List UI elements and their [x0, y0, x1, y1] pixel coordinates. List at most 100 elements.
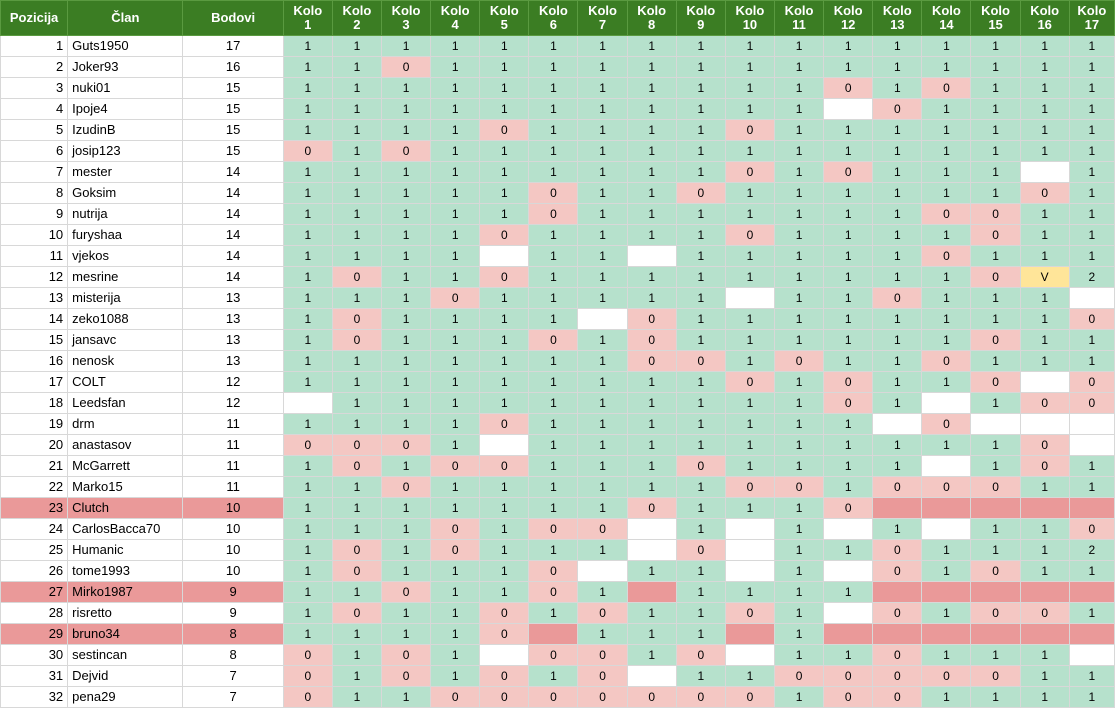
- cell-round-14[interactable]: [921, 623, 972, 645]
- cell-round-5[interactable]: 1: [479, 140, 530, 162]
- header-round-5[interactable]: Kolo 5: [479, 0, 530, 36]
- cell-round-12[interactable]: [823, 560, 874, 582]
- cell-round-9[interactable]: 1: [675, 35, 726, 57]
- cell-round-4[interactable]: 1: [430, 434, 481, 456]
- cell-round-2[interactable]: 1: [331, 686, 382, 708]
- cell-member-name[interactable]: zeko1088: [67, 308, 184, 330]
- cell-round-12[interactable]: 0: [823, 392, 874, 414]
- cell-round-8[interactable]: 1: [626, 287, 677, 309]
- cell-round-5[interactable]: 1: [479, 329, 530, 351]
- cell-round-12[interactable]: 1: [823, 350, 874, 372]
- cell-round-8[interactable]: 1: [626, 266, 677, 288]
- cell-points[interactable]: 14: [182, 224, 284, 246]
- cell-round-16[interactable]: [1019, 371, 1070, 393]
- cell-round-5[interactable]: 1: [479, 203, 530, 225]
- cell-round-17[interactable]: 1: [1068, 161, 1115, 183]
- cell-round-16[interactable]: [1019, 623, 1070, 645]
- cell-round-12[interactable]: 1: [823, 308, 874, 330]
- header-round-4[interactable]: Kolo 4: [430, 0, 481, 36]
- cell-round-8[interactable]: 1: [626, 560, 677, 582]
- cell-round-3[interactable]: 1: [380, 497, 432, 519]
- cell-round-15[interactable]: 0: [970, 224, 1021, 246]
- cell-round-14[interactable]: 1: [921, 287, 972, 309]
- cell-round-8[interactable]: 0: [626, 686, 677, 708]
- cell-round-9[interactable]: 1: [675, 140, 726, 162]
- cell-round-4[interactable]: 1: [430, 35, 481, 57]
- cell-points[interactable]: 10: [182, 497, 284, 519]
- cell-round-11[interactable]: 1: [773, 518, 825, 540]
- cell-round-17[interactable]: 1: [1068, 560, 1115, 582]
- cell-round-16[interactable]: [1019, 161, 1070, 183]
- cell-round-7[interactable]: 1: [577, 161, 628, 183]
- cell-member-name[interactable]: McGarrett: [67, 455, 184, 477]
- cell-round-17[interactable]: [1068, 644, 1115, 666]
- cell-points[interactable]: 14: [182, 182, 284, 204]
- cell-member-name[interactable]: bruno34: [67, 623, 184, 645]
- cell-member-name[interactable]: nenosk: [67, 350, 184, 372]
- cell-round-16[interactable]: 1: [1019, 56, 1070, 78]
- cell-round-7[interactable]: 0: [577, 518, 628, 540]
- header-points[interactable]: Bodovi: [182, 0, 284, 36]
- cell-round-13[interactable]: 1: [872, 140, 923, 162]
- cell-round-3[interactable]: 1: [380, 329, 432, 351]
- cell-round-12[interactable]: 1: [823, 455, 874, 477]
- cell-round-2[interactable]: 1: [331, 371, 382, 393]
- cell-round-6[interactable]: 0: [528, 560, 579, 582]
- cell-round-1[interactable]: 1: [282, 308, 333, 330]
- cell-round-7[interactable]: 1: [577, 413, 628, 435]
- cell-round-16[interactable]: 0: [1019, 602, 1070, 624]
- cell-round-13[interactable]: 0: [872, 287, 923, 309]
- cell-round-1[interactable]: 1: [282, 161, 333, 183]
- cell-round-5[interactable]: 1: [479, 182, 530, 204]
- cell-round-9[interactable]: 1: [675, 623, 726, 645]
- cell-round-13[interactable]: 0: [872, 644, 923, 666]
- cell-round-8[interactable]: 1: [626, 476, 677, 498]
- cell-round-14[interactable]: 1: [921, 644, 972, 666]
- cell-round-17[interactable]: 1: [1068, 140, 1115, 162]
- cell-round-9[interactable]: 1: [675, 518, 726, 540]
- header-round-1[interactable]: Kolo 1: [282, 0, 333, 36]
- cell-round-15[interactable]: 1: [970, 539, 1021, 561]
- cell-round-10[interactable]: 1: [724, 203, 775, 225]
- cell-round-12[interactable]: 0: [823, 161, 874, 183]
- cell-round-2[interactable]: 1: [331, 665, 382, 687]
- cell-round-4[interactable]: 1: [430, 392, 481, 414]
- cell-round-5[interactable]: 1: [479, 560, 530, 582]
- cell-round-7[interactable]: 0: [577, 644, 628, 666]
- cell-position[interactable]: 4: [0, 98, 69, 120]
- cell-round-8[interactable]: 1: [626, 455, 677, 477]
- cell-round-1[interactable]: 1: [282, 266, 333, 288]
- cell-round-17[interactable]: 1: [1068, 455, 1115, 477]
- cell-round-2[interactable]: 1: [331, 392, 382, 414]
- cell-position[interactable]: 15: [0, 329, 69, 351]
- cell-position[interactable]: 31: [0, 665, 69, 687]
- cell-round-12[interactable]: 1: [823, 119, 874, 141]
- cell-round-3[interactable]: 0: [380, 644, 432, 666]
- cell-round-6[interactable]: 0: [528, 182, 579, 204]
- cell-round-15[interactable]: 1: [970, 161, 1021, 183]
- cell-round-8[interactable]: 1: [626, 203, 677, 225]
- cell-round-7[interactable]: 1: [577, 455, 628, 477]
- cell-round-13[interactable]: 1: [872, 518, 923, 540]
- cell-round-8[interactable]: 1: [626, 98, 677, 120]
- cell-round-15[interactable]: 1: [970, 308, 1021, 330]
- cell-round-14[interactable]: 0: [921, 245, 972, 267]
- cell-round-16[interactable]: 1: [1019, 308, 1070, 330]
- cell-position[interactable]: 10: [0, 224, 69, 246]
- cell-round-17[interactable]: 0: [1068, 308, 1115, 330]
- cell-round-17[interactable]: 0: [1068, 392, 1115, 414]
- cell-round-1[interactable]: 1: [282, 497, 333, 519]
- cell-member-name[interactable]: nuki01: [67, 77, 184, 99]
- cell-round-15[interactable]: 1: [970, 686, 1021, 708]
- cell-position[interactable]: 7: [0, 161, 69, 183]
- cell-round-5[interactable]: 0: [479, 686, 530, 708]
- cell-round-16[interactable]: [1019, 581, 1070, 603]
- cell-round-13[interactable]: [872, 623, 923, 645]
- cell-round-17[interactable]: 1: [1068, 245, 1115, 267]
- cell-round-6[interactable]: 1: [528, 56, 579, 78]
- cell-round-1[interactable]: 1: [282, 182, 333, 204]
- cell-round-11[interactable]: 1: [773, 497, 825, 519]
- cell-round-14[interactable]: 0: [921, 77, 972, 99]
- cell-round-11[interactable]: 1: [773, 371, 825, 393]
- cell-round-17[interactable]: [1068, 581, 1115, 603]
